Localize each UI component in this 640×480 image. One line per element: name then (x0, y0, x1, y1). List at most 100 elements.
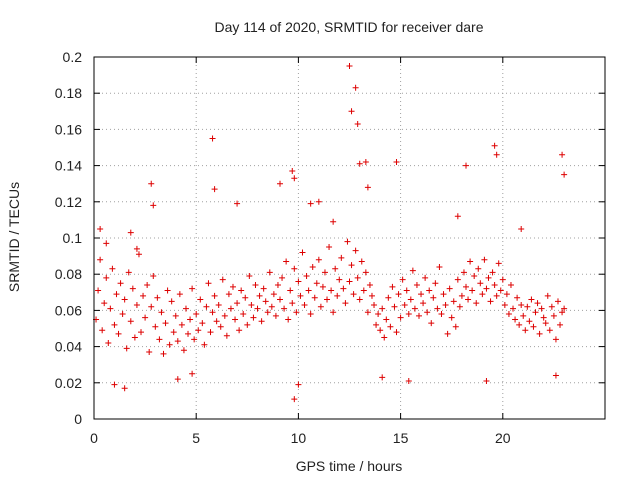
data-point (440, 291, 447, 298)
y-tick-label: 0.06 (55, 302, 82, 318)
data-point (305, 287, 312, 294)
data-point (483, 377, 490, 384)
data-point (152, 323, 159, 330)
data-point (232, 316, 239, 323)
data-point (238, 287, 245, 294)
data-point (117, 280, 124, 287)
data-point (352, 247, 359, 254)
data-point (209, 309, 216, 316)
data-point (528, 296, 535, 303)
data-point (501, 301, 508, 308)
data-point (301, 301, 308, 308)
data-point (266, 269, 273, 276)
data-point (109, 265, 116, 272)
y-tick-label: 0.1 (63, 230, 83, 246)
data-point (254, 305, 261, 312)
data-point (215, 301, 222, 308)
data-point (364, 184, 371, 191)
data-point (334, 292, 341, 299)
data-point (293, 309, 300, 316)
data-point (189, 285, 196, 292)
data-point (107, 305, 114, 312)
data-point (389, 283, 396, 290)
data-point (101, 300, 108, 307)
data-point (340, 285, 347, 292)
data-point (158, 309, 165, 316)
data-point (191, 336, 198, 343)
data-point (403, 287, 410, 294)
data-point (436, 263, 443, 270)
data-point (407, 296, 414, 303)
data-point (479, 291, 486, 298)
data-point (413, 282, 420, 289)
data-point (373, 321, 380, 328)
data-point (168, 298, 175, 305)
y-tick-label: 0.14 (55, 158, 82, 174)
data-point (434, 305, 441, 312)
data-point (203, 303, 210, 310)
data-point (360, 287, 367, 294)
data-point (454, 276, 461, 283)
data-point (483, 285, 490, 292)
data-point (252, 282, 259, 289)
data-point (487, 298, 494, 305)
data-point (379, 305, 386, 312)
data-point (499, 276, 506, 283)
data-point (150, 273, 157, 280)
data-point (189, 370, 196, 377)
data-point (418, 291, 425, 298)
data-point (503, 291, 510, 298)
data-point (366, 282, 373, 289)
data-point (97, 225, 104, 232)
data-point (526, 318, 533, 325)
data-point (557, 321, 564, 328)
data-point (127, 229, 134, 236)
data-point (485, 274, 492, 281)
data-point (146, 349, 153, 356)
data-point (424, 309, 431, 316)
data-point (303, 273, 310, 280)
y-axis-label: SRMTID / TECUs (6, 182, 22, 292)
data-point (362, 269, 369, 276)
y-tick-label: 0.18 (55, 85, 82, 101)
data-point (428, 320, 435, 327)
data-point (295, 381, 302, 388)
x-tick-label: 15 (393, 430, 409, 446)
data-point (330, 218, 337, 225)
data-point (309, 263, 316, 270)
data-point (383, 316, 390, 323)
data-point (268, 303, 275, 310)
data-point (115, 330, 122, 337)
data-point (422, 274, 429, 281)
data-point (491, 142, 498, 149)
data-point (385, 294, 392, 301)
data-point (536, 330, 543, 337)
data-point (311, 294, 318, 301)
data-point (178, 321, 185, 328)
data-point (409, 267, 416, 274)
data-points (93, 63, 568, 403)
data-point (133, 301, 140, 308)
data-point (289, 168, 296, 175)
data-point (313, 280, 320, 287)
data-point (542, 320, 549, 327)
data-point (221, 312, 228, 319)
data-point (156, 336, 163, 343)
data-point (463, 283, 470, 290)
data-point (405, 311, 412, 318)
data-point (182, 305, 189, 312)
data-point (524, 303, 531, 310)
data-point (381, 334, 388, 341)
data-point (176, 291, 183, 298)
data-point (477, 280, 484, 287)
y-tick-label: 0.16 (55, 121, 82, 137)
data-point (283, 258, 290, 265)
data-point (197, 296, 204, 303)
data-point (315, 198, 322, 205)
data-point (350, 291, 357, 298)
data-point (430, 294, 437, 301)
data-point (465, 296, 472, 303)
data-point (497, 287, 504, 294)
data-point (538, 305, 545, 312)
